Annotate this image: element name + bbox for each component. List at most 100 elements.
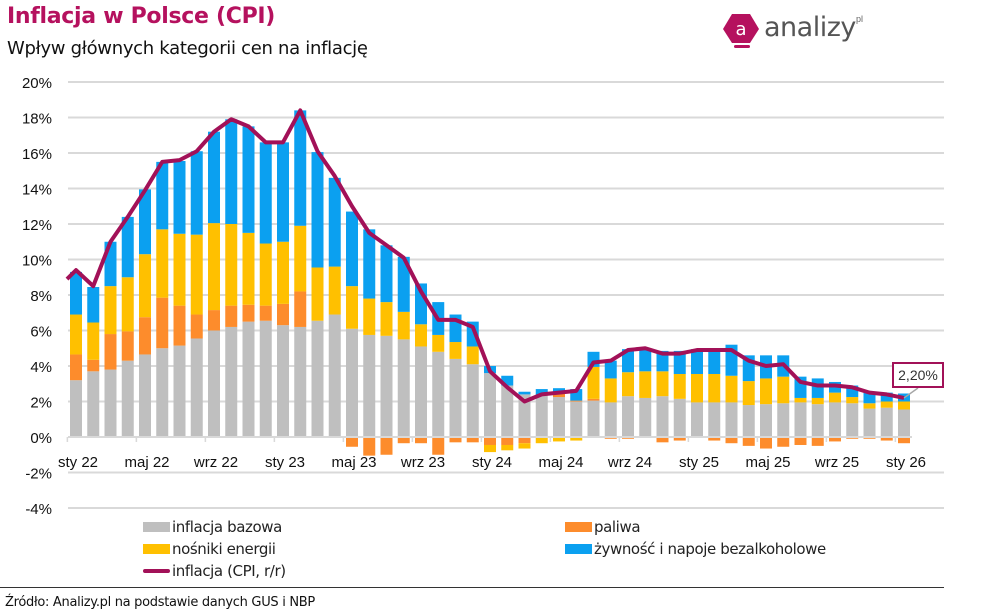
x-tick-label: sty 26 <box>886 454 926 471</box>
bar-segment <box>259 320 272 437</box>
bar-segment <box>760 378 772 405</box>
bar-segment <box>484 444 496 453</box>
bar-segment <box>863 403 876 409</box>
bar-segment <box>104 334 117 370</box>
x-tick-label: sty 25 <box>679 454 719 471</box>
bar-segment <box>432 334 445 352</box>
bar-segment <box>363 229 376 299</box>
legend-item-fuel: paliwa <box>565 518 641 536</box>
bar-segment <box>190 234 203 315</box>
bar-segment <box>208 223 220 311</box>
bar-segment <box>898 437 910 444</box>
bar-segment <box>466 364 479 437</box>
bar-segment <box>225 119 238 224</box>
bar-segment <box>328 266 341 315</box>
x-tick-label: wrz 22 <box>193 454 238 471</box>
bars <box>70 110 910 456</box>
bar-segment <box>294 291 307 327</box>
bar-segment <box>622 372 634 397</box>
bar-segment <box>777 403 790 437</box>
y-tick-label: 16% <box>22 146 52 163</box>
bar-segment <box>449 437 462 443</box>
bar-segment <box>277 142 289 242</box>
x-tick-label: wrz 24 <box>607 454 652 471</box>
bar-segment <box>725 375 738 403</box>
x-tick-label: maj 24 <box>538 454 583 471</box>
bar-segment <box>380 245 393 303</box>
bar-segment <box>708 373 721 403</box>
bar-segment <box>156 229 169 298</box>
bar-segment <box>501 444 514 451</box>
logo-text: analizy <box>764 12 856 43</box>
legend-label: żywność i napoje bezalkoholowe <box>594 540 826 558</box>
legend-swatch-food <box>565 544 592 554</box>
bar-segment <box>604 360 617 379</box>
bar-segment <box>380 335 393 437</box>
bar-segment <box>553 437 565 442</box>
chart-subtitle: Wpływ głównych kategorii cen na inflację <box>7 38 368 59</box>
bar-segment <box>742 437 755 446</box>
bar-segment <box>346 328 358 437</box>
bar-segment <box>725 402 738 437</box>
bar-segment <box>173 305 186 346</box>
bar-segment <box>587 366 600 399</box>
cpi-line-path <box>65 108 905 404</box>
bar-segment <box>587 398 600 401</box>
callout-leader <box>903 387 919 399</box>
bar-segment <box>173 233 186 306</box>
legend-label: nośniki energii <box>172 540 276 558</box>
bar-segment <box>173 345 186 437</box>
bar-segment <box>622 349 634 373</box>
bar-segment <box>363 298 376 335</box>
last-value-callout: 2,20% <box>892 362 944 388</box>
bar-segment <box>70 314 82 355</box>
bar-segment <box>553 388 565 392</box>
bar-segment <box>742 381 755 406</box>
bar-segment <box>880 437 893 441</box>
bar-segment <box>691 402 703 437</box>
bar-segment <box>70 354 82 381</box>
bar-segment <box>708 402 721 437</box>
source-note: Źródło: Analizy.pl na podstawie danych G… <box>5 595 315 610</box>
bar-segment <box>328 314 341 437</box>
bar-segment <box>415 346 427 437</box>
bar-segment <box>139 354 151 437</box>
bar-segment <box>656 396 669 437</box>
bar-segment <box>139 189 151 255</box>
bar-segment <box>397 311 410 340</box>
bar-segment <box>346 286 358 329</box>
bar-segment <box>311 267 324 321</box>
bar-segment <box>139 254 151 318</box>
y-tick-label: 12% <box>22 217 52 234</box>
y-tick-label: 0% <box>30 430 52 447</box>
bar-segment <box>121 277 134 332</box>
bar-segment <box>432 351 445 437</box>
bar-segment <box>846 403 859 437</box>
bar-segment <box>656 371 669 397</box>
bar-segment <box>760 437 772 449</box>
bar-segment <box>570 400 583 402</box>
bar-segment <box>242 126 255 233</box>
bar-segment <box>811 397 824 405</box>
x-tick-label: maj 25 <box>745 454 790 471</box>
bar-segment <box>190 338 203 437</box>
bar-segment <box>311 320 324 437</box>
y-tick-label: 4% <box>30 359 52 376</box>
bar-segment <box>397 256 410 312</box>
bar-segment <box>846 385 859 398</box>
bar-segment <box>829 392 841 403</box>
bar-segment <box>397 339 410 437</box>
y-tick-label: 8% <box>30 288 52 305</box>
bar-segment <box>173 160 186 234</box>
y-tick-label: -4% <box>25 501 52 518</box>
bar-segment <box>415 324 427 347</box>
bar-segment <box>294 110 307 226</box>
bar-segment <box>656 350 669 372</box>
bar-segment <box>380 302 393 336</box>
bar-segment <box>880 392 893 402</box>
bar-segment <box>484 373 496 437</box>
bar-segment <box>673 373 686 399</box>
bar-segment <box>208 310 220 331</box>
bar-segment <box>794 437 807 445</box>
bar-segment <box>277 241 289 304</box>
